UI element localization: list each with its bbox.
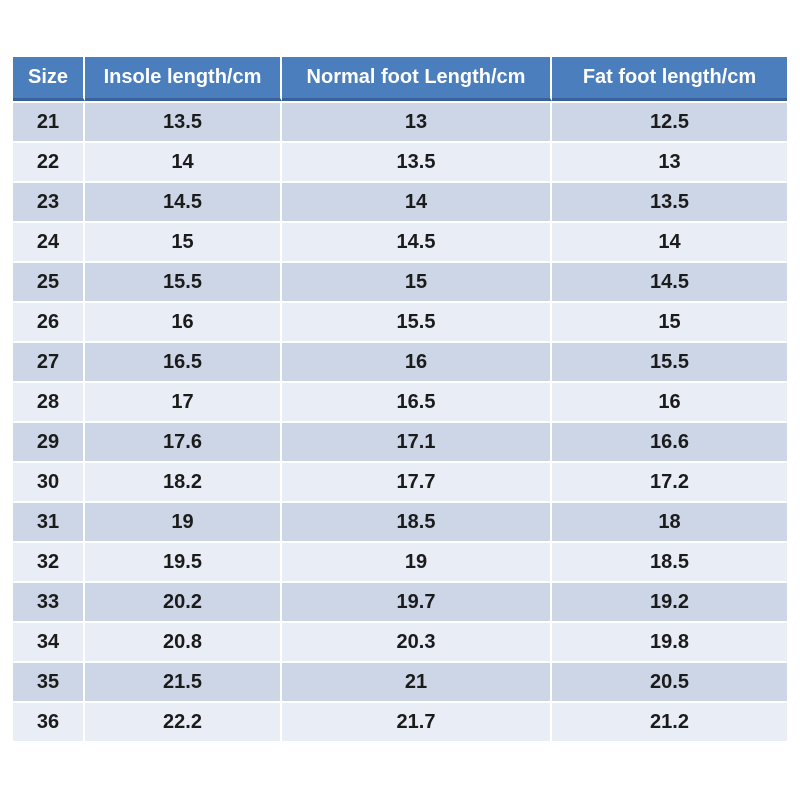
length-value-cell: 17.6: [85, 423, 282, 463]
table-row: 30 18.2 17.7 17.2: [13, 463, 787, 503]
length-value-cell: 19.5: [85, 543, 282, 583]
length-value-cell: 14: [282, 183, 552, 223]
size-cell: 30: [13, 463, 85, 503]
table-header: Size Insole length/cm Normal foot Length…: [13, 57, 787, 101]
length-value-cell: 21.5: [85, 663, 282, 703]
length-value-cell: 19: [282, 543, 552, 583]
length-value-cell: 19.7: [282, 583, 552, 623]
length-value-cell: 17.2: [552, 463, 787, 503]
length-value-cell: 20.5: [552, 663, 787, 703]
table-row: 26 16 15.5 15: [13, 303, 787, 343]
length-value-cell: 16.6: [552, 423, 787, 463]
length-value-cell: 13.5: [85, 101, 282, 143]
size-cell: 33: [13, 583, 85, 623]
table-row: 33 20.2 19.7 19.2: [13, 583, 787, 623]
length-value-cell: 15.5: [552, 343, 787, 383]
length-value-cell: 19.2: [552, 583, 787, 623]
header-row: Size Insole length/cm Normal foot Length…: [13, 57, 787, 101]
table-row: 27 16.5 16 15.5: [13, 343, 787, 383]
header-cell-normal-foot-length: Normal foot Length/cm: [282, 57, 552, 101]
table-row: 35 21.5 21 20.5: [13, 663, 787, 703]
table-row: 31 19 18.5 18: [13, 503, 787, 543]
length-value-cell: 12.5: [552, 101, 787, 143]
length-value-cell: 13: [552, 143, 787, 183]
header-cell-insole-length: Insole length/cm: [85, 57, 282, 101]
length-value-cell: 21.2: [552, 703, 787, 743]
length-value-cell: 17.7: [282, 463, 552, 503]
header-cell-fat-foot-length: Fat foot length/cm: [552, 57, 787, 101]
table-row: 36 22.2 21.7 21.2: [13, 703, 787, 743]
length-value-cell: 15.5: [282, 303, 552, 343]
size-chart-table: Size Insole length/cm Normal foot Length…: [13, 57, 787, 743]
length-value-cell: 14: [552, 223, 787, 263]
size-cell: 28: [13, 383, 85, 423]
table-body: 21 13.5 13 12.5 22 14 13.5 13 23 14.5 14 13.5 24 15 14…: [13, 101, 787, 743]
table-row: 32 19.5 19 18.5: [13, 543, 787, 583]
length-value-cell: 14.5: [282, 223, 552, 263]
table-row: 25 15.5 15 14.5: [13, 263, 787, 303]
table-row: 21 13.5 13 12.5: [13, 101, 787, 143]
length-value-cell: 21: [282, 663, 552, 703]
size-cell: 29: [13, 423, 85, 463]
length-value-cell: 16: [85, 303, 282, 343]
size-cell: 32: [13, 543, 85, 583]
length-value-cell: 15: [552, 303, 787, 343]
length-value-cell: 19.8: [552, 623, 787, 663]
size-cell: 34: [13, 623, 85, 663]
length-value-cell: 14.5: [85, 183, 282, 223]
length-value-cell: 18.2: [85, 463, 282, 503]
length-value-cell: 22.2: [85, 703, 282, 743]
length-value-cell: 18: [552, 503, 787, 543]
length-value-cell: 20.3: [282, 623, 552, 663]
length-value-cell: 15: [85, 223, 282, 263]
length-value-cell: 16.5: [85, 343, 282, 383]
length-value-cell: 14: [85, 143, 282, 183]
table-row: 23 14.5 14 13.5: [13, 183, 787, 223]
size-cell: 25: [13, 263, 85, 303]
length-value-cell: 13: [282, 101, 552, 143]
size-chart: Size Insole length/cm Normal foot Length…: [13, 57, 787, 743]
length-value-cell: 15.5: [85, 263, 282, 303]
length-value-cell: 16: [282, 343, 552, 383]
size-cell: 24: [13, 223, 85, 263]
header-cell-size: Size: [13, 57, 85, 101]
length-value-cell: 19: [85, 503, 282, 543]
size-cell: 23: [13, 183, 85, 223]
length-value-cell: 16: [552, 383, 787, 423]
length-value-cell: 20.2: [85, 583, 282, 623]
length-value-cell: 20.8: [85, 623, 282, 663]
length-value-cell: 17.1: [282, 423, 552, 463]
table-row: 34 20.8 20.3 19.8: [13, 623, 787, 663]
length-value-cell: 14.5: [552, 263, 787, 303]
size-cell: 27: [13, 343, 85, 383]
size-cell: 26: [13, 303, 85, 343]
table-row: 28 17 16.5 16: [13, 383, 787, 423]
size-cell: 36: [13, 703, 85, 743]
length-value-cell: 13.5: [552, 183, 787, 223]
size-cell: 35: [13, 663, 85, 703]
size-cell: 31: [13, 503, 85, 543]
length-value-cell: 13.5: [282, 143, 552, 183]
size-cell: 21: [13, 101, 85, 143]
table-row: 29 17.6 17.1 16.6: [13, 423, 787, 463]
table-row: 24 15 14.5 14: [13, 223, 787, 263]
length-value-cell: 15: [282, 263, 552, 303]
table-row: 22 14 13.5 13: [13, 143, 787, 183]
length-value-cell: 18.5: [552, 543, 787, 583]
length-value-cell: 16.5: [282, 383, 552, 423]
length-value-cell: 21.7: [282, 703, 552, 743]
size-cell: 22: [13, 143, 85, 183]
length-value-cell: 18.5: [282, 503, 552, 543]
length-value-cell: 17: [85, 383, 282, 423]
